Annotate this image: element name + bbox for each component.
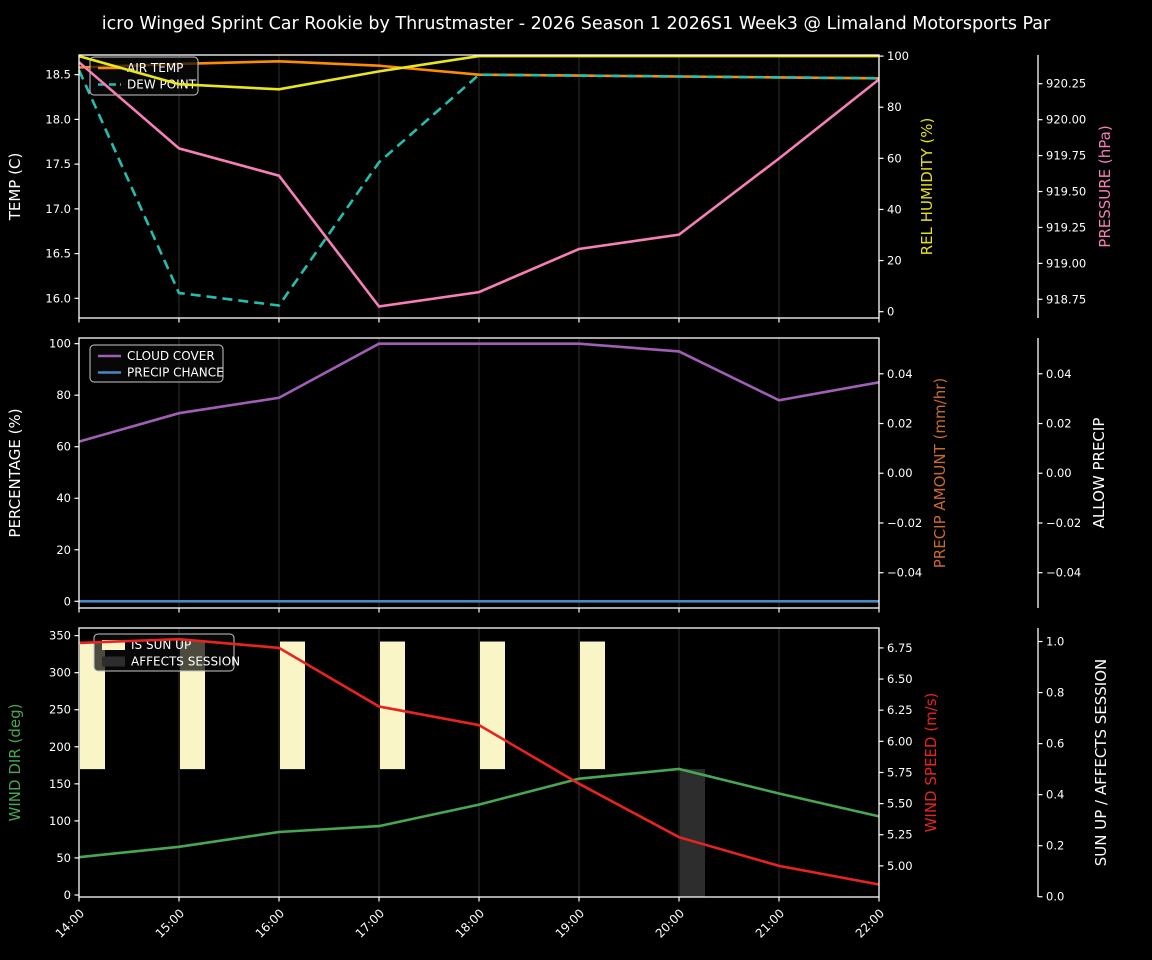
precipitation-panel: CLOUD COVER PRECIP CHANCE 0 20 40 60 80 100 −0.0… bbox=[6, 337, 1108, 613]
svg-text:0.2: 0.2 bbox=[1046, 839, 1064, 853]
legend-label-cloud-cover: CLOUD COVER bbox=[127, 349, 215, 363]
svg-text:350: 350 bbox=[49, 629, 71, 643]
svg-text:5.75: 5.75 bbox=[887, 765, 913, 779]
chart-title: icro Winged Sprint Car Rookie by Thrustm… bbox=[101, 14, 1051, 34]
gridlines bbox=[78, 55, 880, 318]
axis-title-rel-humidity: REL HUMIDITY (%) bbox=[918, 118, 936, 256]
legend-swatch-affects-session bbox=[102, 656, 125, 667]
svg-text:918.75: 918.75 bbox=[1046, 292, 1086, 306]
svg-text:20: 20 bbox=[56, 543, 71, 557]
axis-title-allow-precip: ALLOW PRECIP bbox=[1090, 418, 1108, 529]
svg-text:−0.02: −0.02 bbox=[887, 516, 922, 530]
x-tick-label: 15:00 bbox=[153, 906, 187, 940]
x-tick-label: 18:00 bbox=[453, 906, 487, 940]
svg-text:5.00: 5.00 bbox=[887, 859, 913, 873]
axis-title-precip-amount-mm-hr: PRECIP AMOUNT (mm/hr) bbox=[931, 378, 949, 568]
svg-text:17.0: 17.0 bbox=[45, 202, 71, 216]
svg-text:150: 150 bbox=[49, 777, 71, 791]
svg-text:50: 50 bbox=[56, 851, 71, 865]
svg-text:6.50: 6.50 bbox=[887, 672, 913, 686]
svg-text:18.0: 18.0 bbox=[45, 112, 71, 126]
legend-label-affects-session: AFFECTS SESSION bbox=[131, 655, 240, 669]
svg-text:919.50: 919.50 bbox=[1046, 185, 1086, 199]
x-tick-label: 14:00 bbox=[53, 906, 87, 940]
bars-affects-session bbox=[680, 769, 705, 897]
svg-text:1.0: 1.0 bbox=[1046, 635, 1064, 649]
svg-text:17.5: 17.5 bbox=[45, 157, 71, 171]
temperature-panel: AIR TEMP DEW POINT 16.0 16.5 17.0 17.5 18.0 18.… bbox=[6, 49, 1114, 323]
svg-text:0: 0 bbox=[64, 888, 71, 902]
svg-text:60: 60 bbox=[56, 440, 71, 454]
legend-label-air-temp: AIR TEMP bbox=[127, 61, 183, 75]
svg-text:6.75: 6.75 bbox=[887, 641, 913, 655]
axis-title-sun-up-affects-session: SUN UP / AFFECTS SESSION bbox=[1092, 659, 1110, 867]
x-tick-label: 19:00 bbox=[553, 906, 587, 940]
series-rel-humidity bbox=[78, 54, 879, 91]
svg-text:0.04: 0.04 bbox=[1046, 367, 1072, 381]
axis-title-pressure-hpa: PRESSURE (hPa) bbox=[1096, 125, 1114, 247]
svg-text:−0.02: −0.02 bbox=[1046, 516, 1081, 530]
svg-text:60: 60 bbox=[887, 151, 902, 165]
svg-text:100: 100 bbox=[49, 337, 71, 351]
svg-text:0.02: 0.02 bbox=[1046, 417, 1072, 431]
svg-text:−0.04: −0.04 bbox=[1046, 566, 1081, 580]
svg-text:0.0: 0.0 bbox=[1046, 890, 1064, 904]
svg-text:200: 200 bbox=[49, 740, 71, 754]
legend-label-dew-point: DEW POINT bbox=[127, 78, 197, 92]
svg-text:920.00: 920.00 bbox=[1046, 113, 1086, 127]
x-tick-label: 21:00 bbox=[753, 906, 787, 940]
series-cloud-cover bbox=[78, 342, 880, 443]
svg-text:100: 100 bbox=[49, 814, 71, 828]
axis-title-wind-speed-m-s: WIND SPEED (m/s) bbox=[922, 693, 940, 833]
svg-text:16.0: 16.0 bbox=[45, 291, 71, 305]
series-dew-point bbox=[77, 69, 880, 307]
axis-title-temp-c: TEMP (C) bbox=[6, 153, 24, 222]
svg-text:0.4: 0.4 bbox=[1046, 788, 1064, 802]
svg-text:0.00: 0.00 bbox=[887, 466, 913, 480]
svg-text:919.75: 919.75 bbox=[1046, 149, 1086, 163]
svg-text:0.6: 0.6 bbox=[1046, 737, 1064, 751]
svg-text:0.02: 0.02 bbox=[887, 417, 913, 431]
x-tick-label: 17:00 bbox=[353, 906, 387, 940]
axis-title-wind-dir-deg: WIND DIR (deg) bbox=[6, 704, 24, 822]
svg-text:6.00: 6.00 bbox=[887, 734, 913, 748]
svg-text:920.25: 920.25 bbox=[1046, 77, 1086, 91]
series-wind-speed bbox=[78, 637, 880, 886]
svg-text:919.00: 919.00 bbox=[1046, 256, 1086, 270]
svg-text:80: 80 bbox=[887, 100, 902, 114]
svg-text:20: 20 bbox=[887, 254, 902, 268]
x-axis-labels: 14:00 15:00 16:00 17:00 18:00 19:00 20:00 21:00… bbox=[53, 906, 887, 940]
svg-text:0: 0 bbox=[64, 594, 71, 608]
svg-text:0.00: 0.00 bbox=[1046, 466, 1072, 480]
svg-text:5.25: 5.25 bbox=[887, 828, 913, 842]
x-tick-label: 16:00 bbox=[253, 906, 287, 940]
svg-text:919.25: 919.25 bbox=[1046, 220, 1086, 234]
series-wind-dir bbox=[78, 767, 880, 859]
svg-text:6.25: 6.25 bbox=[887, 703, 913, 717]
legend: CLOUD COVER PRECIP CHANCE bbox=[89, 344, 224, 383]
svg-text:0.04: 0.04 bbox=[887, 367, 913, 381]
svg-text:250: 250 bbox=[49, 703, 71, 717]
svg-text:80: 80 bbox=[56, 388, 71, 402]
svg-text:100: 100 bbox=[887, 49, 909, 63]
legend-label-precip-chance: PRECIP CHANCE bbox=[127, 366, 224, 380]
legend-swatch-is-sun-up bbox=[102, 640, 125, 650]
series-pressure bbox=[78, 61, 880, 308]
svg-text:16.5: 16.5 bbox=[45, 247, 71, 261]
svg-text:40: 40 bbox=[56, 491, 71, 505]
svg-text:300: 300 bbox=[49, 666, 71, 680]
x-tick-label: 20:00 bbox=[653, 906, 687, 940]
svg-text:0: 0 bbox=[887, 305, 894, 319]
axis-title-percentage: PERCENTAGE (%) bbox=[6, 408, 24, 537]
svg-text:18.5: 18.5 bbox=[45, 68, 71, 82]
svg-text:40: 40 bbox=[887, 202, 902, 216]
svg-text:−0.04: −0.04 bbox=[887, 566, 922, 580]
svg-text:5.50: 5.50 bbox=[887, 797, 913, 811]
x-tick-label: 22:00 bbox=[853, 906, 887, 940]
svg-text:0.8: 0.8 bbox=[1046, 686, 1064, 700]
